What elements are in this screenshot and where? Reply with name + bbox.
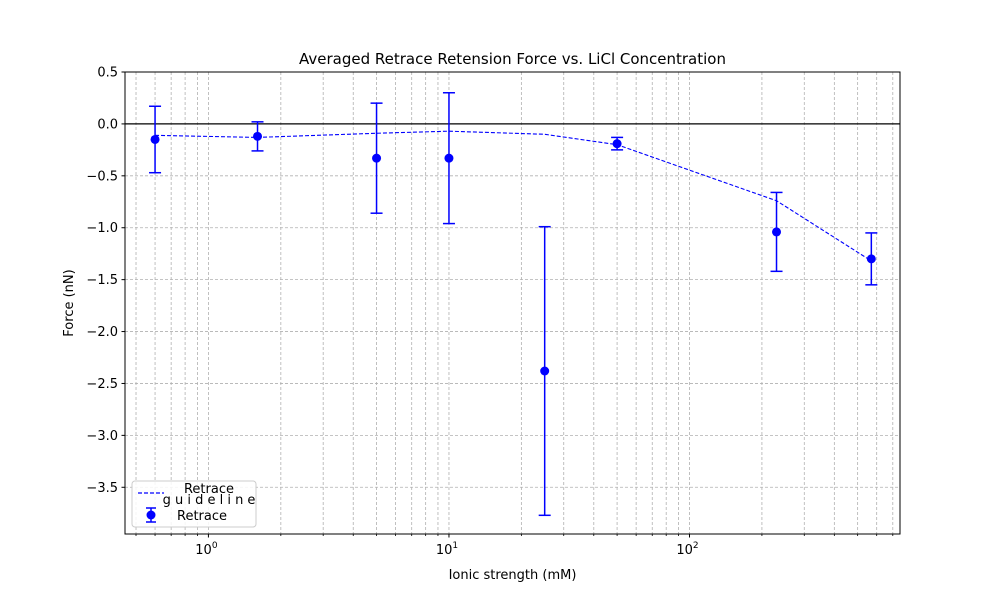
legend-retrace-label: Retrace (177, 509, 227, 524)
legend-marker (146, 510, 156, 520)
guideline-series-line (155, 130, 872, 262)
data-point (540, 366, 550, 376)
plot-frame (124, 71, 901, 535)
data-point (444, 153, 454, 163)
data-point-group (770, 191, 783, 273)
data-point (772, 227, 782, 237)
data-point (150, 134, 160, 144)
data-point-group (865, 232, 878, 286)
data-series (149, 92, 878, 517)
y-axis-label: Force (nN) (62, 269, 77, 336)
data-point (866, 254, 876, 264)
x-tick-label: 102 (676, 541, 698, 558)
y-tick-label: 0.0 (97, 117, 118, 132)
y-tick-label: −2.5 (86, 377, 118, 392)
y-tick-label: −2.0 (86, 325, 118, 340)
x-tick-label: 101 (436, 541, 458, 558)
x-tick-label: 100 (195, 541, 218, 558)
data-point-group (149, 105, 162, 174)
data-point (253, 131, 263, 141)
legend-guideline-label-line1: Retrace (184, 482, 234, 497)
data-point-group (538, 225, 551, 517)
data-point-group (370, 102, 383, 214)
data-point-group (442, 92, 455, 225)
chart-title: Averaged Retrace Retension Force vs. LiC… (299, 50, 726, 68)
y-tick-label: −0.5 (86, 169, 118, 184)
data-point (612, 139, 622, 149)
data-point-group (611, 136, 624, 151)
y-tick-label: −1.0 (86, 221, 118, 236)
data-point (372, 153, 382, 163)
grid-lines (125, 71, 900, 534)
x-axis-label: Ionic strength (mM) (449, 568, 577, 583)
y-tick-label: −1.5 (86, 273, 118, 288)
legend-guideline-label-line2: g u i d e l i n e (163, 493, 256, 508)
y-tick-label: −3.5 (86, 481, 118, 496)
legend: Retrace g u i d e l i n e Retrace (131, 480, 257, 528)
axis-ticks: 0.5 0.0 −0.5 −1.0 −1.5 −2.0 −2.5 −3.0 −3.5 100 101… (86, 66, 894, 558)
y-tick-label: 0.5 (97, 66, 118, 81)
legend-errorbar-swatch (146, 507, 156, 523)
data-point-group (251, 121, 264, 152)
y-tick-label: −3.0 (86, 429, 118, 444)
